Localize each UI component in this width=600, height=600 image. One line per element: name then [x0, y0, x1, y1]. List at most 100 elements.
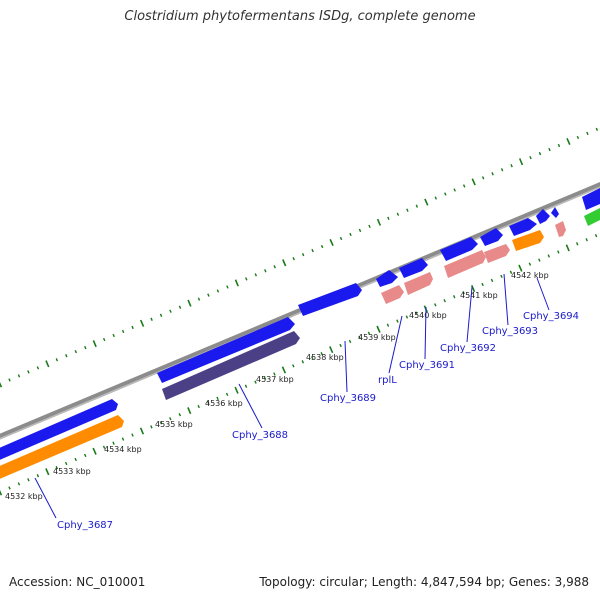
- gene-label[interactable]: Cphy_3693: [482, 326, 538, 337]
- minor-tick: [415, 311, 418, 315]
- gene-label-leader: [536, 277, 550, 311]
- minor-tick: [557, 143, 561, 148]
- minor-tick: [131, 433, 134, 437]
- gene-arrow[interactable]: [440, 237, 478, 261]
- gene-label[interactable]: Cphy_3694: [523, 311, 579, 322]
- gene-arrow[interactable]: [157, 317, 295, 383]
- major-tick: [518, 158, 524, 166]
- gene-arrow[interactable]: [381, 285, 404, 304]
- minor-tick: [301, 360, 305, 364]
- gene-arrow[interactable]: [298, 283, 362, 316]
- minor-tick: [405, 315, 409, 319]
- minor-tick: [320, 244, 324, 249]
- gene-arrow[interactable]: [0, 415, 124, 483]
- gene-label[interactable]: Cphy_3691: [399, 360, 455, 371]
- major-tick: [281, 366, 287, 374]
- minor-tick: [406, 208, 409, 212]
- minor-tick: [548, 147, 551, 152]
- minor-tick: [481, 176, 485, 180]
- minor-tick: [159, 421, 163, 425]
- minor-tick: [594, 234, 598, 238]
- minor-tick: [245, 277, 248, 281]
- gene-arrow[interactable]: [404, 272, 433, 295]
- minor-tick: [112, 441, 115, 445]
- minor-tick: [538, 258, 541, 262]
- page-title: Clostridium phytofermentans ISDg, comple…: [124, 9, 476, 24]
- gene-arrow[interactable]: [555, 221, 566, 237]
- gene-arrow[interactable]: [584, 208, 600, 226]
- gene-label-leader: [466, 286, 473, 343]
- minor-tick: [169, 417, 172, 421]
- minor-tick: [339, 236, 343, 241]
- minor-tick: [17, 482, 21, 486]
- gene-label[interactable]: Cphy_3692: [440, 343, 496, 354]
- major-tick: [92, 447, 97, 455]
- major-tick: [45, 468, 50, 476]
- major-tick: [518, 264, 523, 272]
- minor-tick: [178, 305, 182, 309]
- minor-tick: [576, 135, 580, 140]
- minor-tick: [178, 413, 182, 417]
- minor-tick: [510, 164, 513, 168]
- minor-tick: [301, 253, 305, 257]
- minor-tick: [216, 396, 219, 401]
- minor-tick: [207, 293, 210, 297]
- genome-backbone-shadow: [0, 186, 600, 440]
- gene-label[interactable]: Cphy_3687: [57, 520, 113, 531]
- gene-arrow[interactable]: [376, 270, 398, 287]
- major-tick: [139, 319, 145, 327]
- gene-arrow[interactable]: [582, 188, 600, 210]
- gene-arrow[interactable]: [162, 331, 300, 400]
- minor-tick: [349, 232, 352, 237]
- gene-arrow[interactable]: [0, 399, 118, 464]
- outer-dotted-ring: [0, 127, 599, 388]
- minor-tick: [547, 254, 551, 258]
- gene-label[interactable]: Cphy_3689: [320, 393, 376, 404]
- gene-arrow[interactable]: [536, 209, 550, 224]
- minor-tick: [500, 168, 504, 172]
- gene-arrow[interactable]: [480, 228, 503, 246]
- minor-tick: [254, 380, 257, 384]
- minor-tick: [348, 339, 352, 344]
- minor-tick: [443, 299, 446, 303]
- minor-tick: [226, 285, 229, 289]
- minor-tick: [264, 269, 267, 273]
- tick-label: 4538 kbp: [306, 353, 344, 362]
- gene-arrow[interactable]: [444, 250, 486, 278]
- gene-arrow[interactable]: [512, 230, 544, 251]
- minor-tick: [396, 319, 399, 323]
- gene-arrow[interactable]: [484, 244, 510, 263]
- gene-arrow[interactable]: [551, 207, 559, 218]
- tick-label: 4537 kbp: [256, 375, 294, 384]
- gene-label[interactable]: rplL: [378, 375, 397, 386]
- minor-tick: [197, 297, 201, 301]
- gene-label-leader: [344, 340, 348, 393]
- minor-tick: [444, 192, 447, 196]
- minor-tick: [121, 329, 125, 334]
- gene-arrow[interactable]: [509, 218, 537, 236]
- gene-label-leader: [424, 306, 427, 360]
- minor-tick: [55, 465, 59, 470]
- gene-arrow[interactable]: [399, 258, 428, 278]
- tick-label: 4541 kbp: [460, 291, 498, 300]
- gene-label[interactable]: Cphy_3688: [232, 430, 288, 441]
- major-tick: [45, 360, 50, 368]
- minor-tick: [358, 335, 361, 340]
- minor-tick: [452, 295, 456, 299]
- minor-tick: [169, 309, 172, 313]
- minor-tick: [500, 274, 503, 278]
- minor-tick: [311, 248, 314, 253]
- minor-tick: [244, 384, 248, 388]
- minor-tick: [292, 257, 295, 261]
- genome-summary-text: Topology: circular; Length: 4,847,594 bp…: [259, 575, 589, 589]
- minor-tick: [491, 172, 494, 176]
- gene-label-leader: [34, 477, 57, 519]
- major-tick: [424, 198, 429, 206]
- major-tick: [566, 137, 571, 146]
- major-tick: [0, 382, 3, 388]
- tick-label: 4540 kbp: [409, 311, 447, 320]
- minor-tick: [339, 343, 342, 348]
- major-tick: [329, 346, 334, 354]
- minor-tick: [396, 212, 400, 216]
